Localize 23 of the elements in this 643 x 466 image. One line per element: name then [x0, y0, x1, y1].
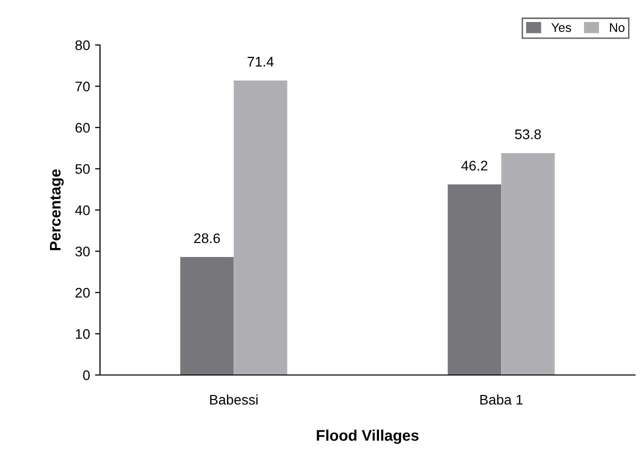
- data-label: 46.2: [461, 160, 488, 171]
- y-axis-title: Percentage: [50, 169, 64, 250]
- y-tick-label: 60: [76, 122, 90, 133]
- bar: [501, 153, 555, 375]
- bar: [180, 257, 234, 375]
- x-tick-label: Babessi: [210, 394, 258, 405]
- y-tick-label: 30: [75, 246, 90, 256]
- legend-label: Yes: [551, 23, 572, 32]
- bar: [234, 80, 288, 375]
- y-tick-label: 20: [76, 288, 90, 298]
- x-axis-title: Flood Villages: [316, 430, 419, 444]
- y-tick-label: 80: [75, 40, 90, 50]
- y-tick-label: 50: [75, 164, 90, 174]
- y-tick-label: 0: [83, 370, 90, 380]
- legend-label: No: [610, 23, 624, 32]
- y-tick-label: 40: [75, 205, 90, 216]
- bar: [448, 184, 502, 375]
- data-label: 28.6: [194, 233, 220, 244]
- x-tick-label: Baba 1: [480, 394, 523, 405]
- data-label: 71.4: [248, 56, 274, 66]
- data-label: 53.8: [515, 129, 541, 140]
- y-tick-label: 70: [76, 82, 90, 92]
- y-tick-label: 10: [76, 329, 90, 339]
